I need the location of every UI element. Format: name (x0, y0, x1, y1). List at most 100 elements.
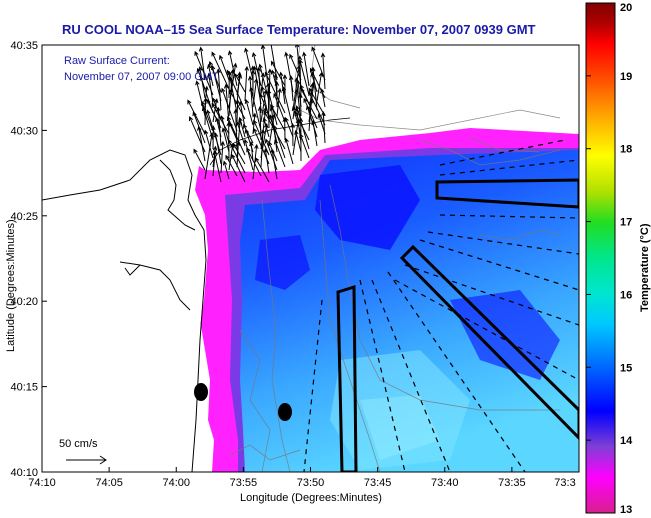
current-vector-arrow (290, 122, 295, 147)
map-title: RU COOL NOAA–15 Sea Surface Temperature:… (62, 22, 536, 37)
sst-ocean-field (240, 150, 579, 472)
current-vector-arrow (246, 147, 262, 177)
transect-boxes (336, 178, 579, 472)
current-vector-arrow (306, 104, 318, 138)
current-vector-arrow (226, 69, 246, 111)
y-tick-label: 40:25 (10, 211, 38, 223)
x-axis-label: Longitude (Degrees:Minutes) (240, 492, 382, 504)
x-axis-ticks: 74:10 74:05 74:00 73:55 73:50 73:45 73:40 73:35… (28, 467, 580, 489)
current-vector-arrow (238, 100, 246, 129)
y-tick-label: 40:35 (10, 40, 38, 52)
x-tick-label: 73:35 (498, 477, 526, 489)
current-vector-arrow (228, 139, 246, 174)
scale-label: 50 cm/s (59, 438, 98, 450)
current-vector-arrow (236, 121, 246, 147)
colorbar-tick-label: 14 (620, 435, 633, 447)
scale-arrow (66, 455, 107, 465)
colorbar-ticks: 20 19 18 17 16 15 14 13 (586, 2, 633, 516)
current-vector-arrow (212, 97, 222, 120)
current-vector-arrow (233, 108, 238, 150)
current-vector-arrow (255, 157, 270, 183)
current-vector-arrow (243, 123, 254, 144)
current-vector-arrow (284, 137, 294, 165)
current-vector-arrow (216, 106, 222, 147)
current-vector-arrow (212, 150, 222, 183)
current-vector-arrow (311, 119, 318, 147)
current-vector-arrow (276, 87, 282, 117)
current-vector-arrow (236, 71, 242, 105)
colorbar-tick-label: 16 (620, 289, 632, 301)
station-marker (278, 403, 292, 421)
current-vector-arrow (218, 54, 230, 81)
x-tick-label: 73:40 (431, 477, 459, 489)
current-vector-arrow (206, 109, 222, 156)
y-axis-label: Latitude (Degrees:Minutes) (5, 219, 17, 352)
colorbar (585, 2, 616, 514)
y-tick-label: 40:30 (10, 125, 38, 137)
x-tick-label: 74:00 (162, 477, 190, 489)
station-marker (194, 383, 208, 401)
current-vector-arrow (212, 98, 219, 123)
current-vector-arrow (281, 86, 294, 129)
x-tick-label: 73:3 (554, 477, 575, 489)
current-vector-arrow (308, 87, 326, 117)
current-vector-arrow (249, 86, 262, 132)
land-area (42, 45, 310, 472)
current-vector-arrow (244, 98, 254, 126)
dashed-transects (303, 139, 579, 472)
current-vector-arrow (288, 75, 294, 102)
current-vector-arrow (194, 50, 214, 96)
current-vector-arrow (298, 58, 310, 96)
map-area (42, 45, 579, 472)
current-vector-arrow (206, 63, 214, 87)
current-label-1: Raw Surface Current: (64, 55, 170, 67)
current-vector-arrow (320, 88, 326, 108)
current-vector-arrow (212, 145, 218, 168)
current-vector-arrow (201, 105, 214, 141)
current-vector-arrow (270, 103, 286, 132)
current-vector-arrow (243, 138, 254, 171)
current-vector-arrow (321, 110, 326, 144)
y-tick-label: 40:10 (10, 467, 38, 479)
current-vector-arrow (221, 87, 238, 132)
current-vector-arrow (300, 87, 318, 120)
current-vector-arrow (257, 105, 263, 141)
current-vector-arrow (320, 52, 326, 90)
current-vector-arrow (295, 105, 310, 150)
current-vector-arrow (211, 51, 230, 90)
current-vector-arrow (262, 117, 270, 138)
current-vector-arrow (268, 141, 278, 162)
y-tick-label: 40:20 (10, 296, 38, 308)
current-vector-arrow (298, 92, 303, 117)
current-vector-arrow (284, 116, 294, 138)
colorbar-tick-label: 18 (620, 144, 632, 156)
current-vector-arrow (282, 74, 288, 96)
current-vector-arrow (263, 148, 270, 174)
x-tick-label: 74:10 (28, 477, 56, 489)
current-vector-arrow (220, 140, 225, 174)
current-vector-arrow (216, 68, 222, 111)
colorbar-tick-label: 17 (620, 217, 632, 229)
current-vector-arrow (302, 51, 310, 87)
current-vector-arrow (187, 99, 206, 135)
current-vector-arrow (222, 160, 230, 180)
current-vector-arrow (200, 100, 214, 132)
current-vector-arrow (235, 141, 241, 168)
current-vector-arrow (206, 98, 222, 129)
current-vector-arrow (227, 50, 238, 87)
current-vector-arrow (294, 129, 302, 153)
current-vector-arrow (247, 75, 254, 117)
colorbar-tick-label: 19 (620, 71, 632, 83)
colorbar-tick-label: 13 (620, 504, 632, 516)
current-vector-arrow (311, 46, 326, 81)
coastline (42, 149, 207, 472)
current-vector-arrow (289, 53, 302, 81)
current-vector-arrow (203, 129, 214, 159)
current-vector-arrow (197, 125, 206, 162)
current-vector-arrow (238, 116, 246, 138)
current-vector-arrow (249, 141, 254, 162)
current-vector-arrow (264, 71, 286, 114)
x-tick-label: 73:55 (230, 477, 258, 489)
current-vector-arrow (225, 154, 238, 177)
